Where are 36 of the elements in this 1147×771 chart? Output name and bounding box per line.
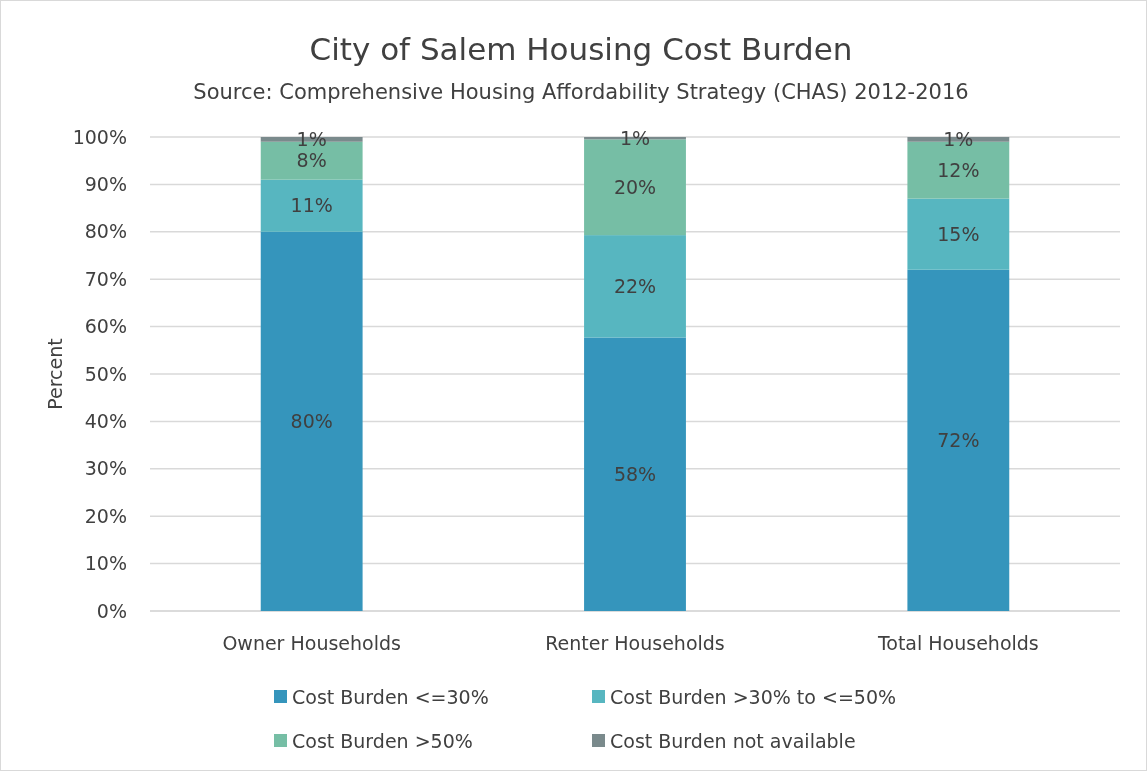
y-tick-label: 0% [96, 599, 127, 622]
legend-label: Cost Burden >50% [292, 729, 473, 752]
y-tick-label: 50% [84, 362, 127, 385]
legend-label: Cost Burden <=30% [292, 685, 489, 708]
bar [907, 198, 1010, 270]
y-tick-label: 100% [72, 125, 127, 148]
x-tick-label: Owner Households [222, 632, 401, 654]
bar [584, 235, 686, 338]
legend-label: Cost Burden >30% to <=50% [610, 685, 897, 708]
y-tick-label: 30% [84, 457, 127, 480]
bar [907, 269, 1010, 611]
data-label: 58% [613, 462, 657, 485]
y-tick-label: 40% [84, 410, 127, 433]
y-tick-label: 10% [84, 552, 127, 575]
data-label: 22% [613, 274, 657, 297]
data-label: 8% [296, 149, 327, 172]
y-axis-title: Percent [44, 338, 66, 410]
chart-subtitle: Source: Comprehensive Housing Affordability Strategy (CHAS) 2012-2016 [193, 80, 969, 104]
bar [584, 337, 686, 611]
x-tick-label: Renter Households [545, 632, 725, 654]
data-label: 80% [290, 410, 333, 433]
data-label: 72% [937, 429, 980, 452]
y-tick-label: 70% [84, 267, 127, 290]
x-tick-label: Total Households [876, 632, 1039, 654]
bar [260, 231, 363, 611]
y-tick-label: 80% [84, 220, 127, 243]
data-label: 15% [937, 222, 980, 245]
legend-label: Cost Burden not available [610, 729, 856, 752]
y-tick-label: 20% [84, 504, 127, 527]
y-tick-label: 60% [84, 315, 127, 338]
bar [260, 179, 363, 232]
data-label: 11% [290, 194, 333, 217]
y-tick-label: 90% [84, 173, 127, 196]
data-label: 20% [613, 175, 657, 198]
chart-title: City of Salem Housing Cost Burden [309, 31, 853, 67]
data-label: 12% [937, 158, 980, 181]
